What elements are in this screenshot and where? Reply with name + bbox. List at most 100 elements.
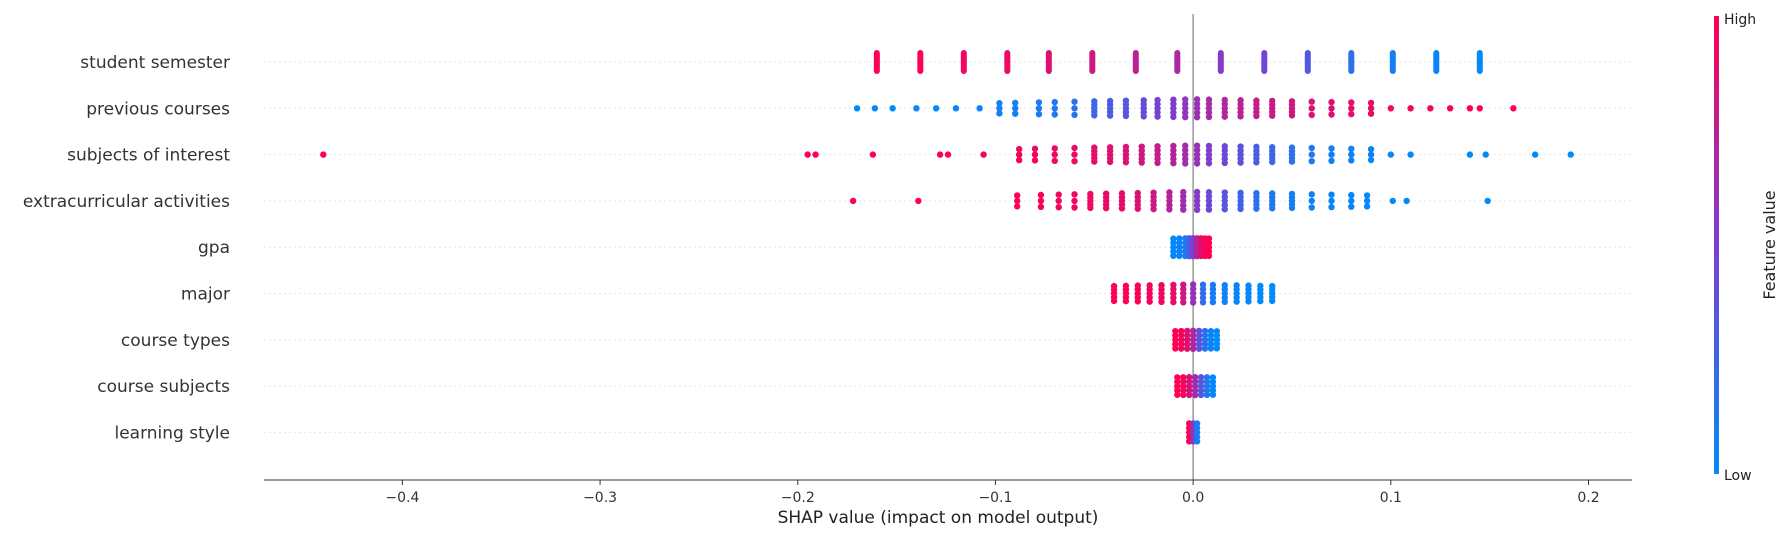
point-subjects-of-interest	[1237, 159, 1244, 166]
point-gpa	[1205, 252, 1213, 260]
point-extracurricular-activities	[1071, 204, 1078, 211]
point-subjects-of-interest	[980, 151, 987, 158]
point-course-types	[1184, 345, 1191, 352]
point-learning-style	[1193, 438, 1201, 445]
point-extracurricular-activities	[1308, 204, 1315, 211]
point-gpa	[1176, 252, 1183, 260]
point-extracurricular-activities	[1363, 203, 1371, 210]
point-extracurricular-activities	[1180, 193, 1187, 200]
point-student-semester	[1132, 50, 1139, 74]
point-extracurricular-activities	[1328, 191, 1335, 198]
point-subjects-of-interest	[1328, 145, 1335, 152]
point-previous-courses	[1328, 105, 1335, 112]
colorbar-high-label: High	[1724, 12, 1756, 28]
point-extracurricular-activities	[1087, 204, 1094, 212]
point-major	[1189, 290, 1197, 297]
point-major	[1189, 285, 1197, 293]
point-previous-courses	[996, 100, 1003, 107]
colorbar: High Low Feature value	[1714, 12, 1779, 484]
x-tick-label: −0.1	[978, 490, 1012, 506]
point-previous-courses	[1193, 96, 1201, 103]
point-extracurricular-activities	[1013, 192, 1021, 199]
point-extracurricular-activities	[1363, 192, 1371, 199]
point-course-types	[1207, 345, 1215, 352]
feature-label-student-semester: student semester	[80, 53, 230, 73]
point-major	[1189, 299, 1197, 306]
point-extracurricular-activities	[1055, 197, 1062, 205]
point-student-semester	[1045, 50, 1052, 74]
point-previous-courses	[1367, 110, 1375, 117]
point-subjects-of-interest	[1182, 146, 1189, 154]
point-previous-courses	[1308, 105, 1315, 112]
x-tick-label: −0.3	[583, 490, 617, 506]
point-previous-courses	[1476, 105, 1483, 112]
point-previous-courses	[1035, 110, 1043, 118]
point-learning-style	[1193, 429, 1201, 436]
point-student-semester	[1261, 50, 1268, 74]
point-previous-courses	[1269, 112, 1276, 119]
point-previous-courses	[1012, 110, 1019, 117]
point-extracurricular-activities	[1166, 206, 1173, 213]
point-course-types	[1195, 327, 1203, 335]
point-previous-courses	[1182, 105, 1189, 112]
point-previous-courses	[1012, 99, 1019, 107]
point-course-subjects	[1180, 391, 1187, 399]
point-subjects-of-interest	[1182, 160, 1189, 167]
point-subjects-of-interest	[1015, 145, 1023, 153]
point-subjects-of-interest	[1071, 144, 1078, 152]
point-previous-courses	[913, 105, 920, 112]
point-major	[1269, 297, 1276, 305]
point-subjects-of-interest	[1308, 144, 1315, 152]
point-extracurricular-activities	[849, 197, 857, 205]
point-subjects-of-interest	[1193, 160, 1201, 167]
point-previous-courses	[1182, 113, 1189, 121]
point-previous-courses	[1154, 113, 1161, 120]
point-student-semester	[960, 50, 967, 74]
point-major	[1245, 298, 1252, 305]
feature-label-course-types: course types	[121, 331, 230, 351]
feature-rows: student semester previous courses subjects…	[23, 53, 1632, 443]
point-course-subjects	[1180, 387, 1187, 394]
feature-label-gpa: gpa	[198, 238, 230, 258]
point-extracurricular-activities	[1071, 197, 1078, 205]
x-tick-label: 0.1	[1380, 490, 1402, 506]
point-major	[1199, 299, 1207, 306]
point-subjects-of-interest	[1253, 159, 1260, 166]
point-previous-courses	[1035, 105, 1043, 112]
point-learning-style	[1193, 433, 1201, 441]
point-major	[1180, 281, 1187, 288]
point-extracurricular-activities	[1037, 197, 1045, 205]
point-subjects-of-interest	[1071, 158, 1078, 165]
x-tick-label: 0.0	[1182, 490, 1204, 506]
point-subjects-of-interest	[1288, 158, 1296, 165]
feature-label-course-subjects: course subjects	[97, 377, 230, 397]
point-previous-courses	[1427, 105, 1434, 112]
point-subjects-of-interest	[1308, 151, 1315, 158]
point-course-subjects	[1197, 387, 1205, 394]
point-subjects-of-interest	[1106, 158, 1114, 166]
point-course-subjects	[1209, 391, 1217, 398]
point-course-types	[1184, 327, 1191, 335]
point-subjects-of-interest	[1122, 159, 1130, 166]
point-previous-courses	[1193, 109, 1201, 116]
point-previous-courses	[1367, 105, 1375, 112]
point-subjects-of-interest	[1138, 159, 1145, 166]
point-previous-courses	[1071, 105, 1078, 112]
point-previous-courses	[1193, 114, 1201, 121]
point-major	[1199, 285, 1207, 293]
point-subjects-of-interest	[1348, 145, 1355, 152]
point-extracurricular-activities	[1102, 204, 1110, 212]
point-subjects-of-interest	[1154, 159, 1161, 167]
point-previous-courses	[976, 105, 983, 112]
point-extracurricular-activities	[1348, 197, 1355, 205]
point-student-semester	[873, 50, 880, 74]
point-extracurricular-activities	[1237, 205, 1244, 213]
point-extracurricular-activities	[1193, 206, 1201, 214]
point-subjects-of-interest	[1015, 156, 1023, 164]
point-previous-courses	[1308, 98, 1315, 105]
point-subjects-of-interest	[1051, 145, 1058, 152]
point-course-types	[1189, 327, 1197, 334]
point-subjects-of-interest	[1221, 159, 1228, 167]
point-previous-courses	[996, 105, 1003, 112]
point-major	[1233, 298, 1240, 305]
